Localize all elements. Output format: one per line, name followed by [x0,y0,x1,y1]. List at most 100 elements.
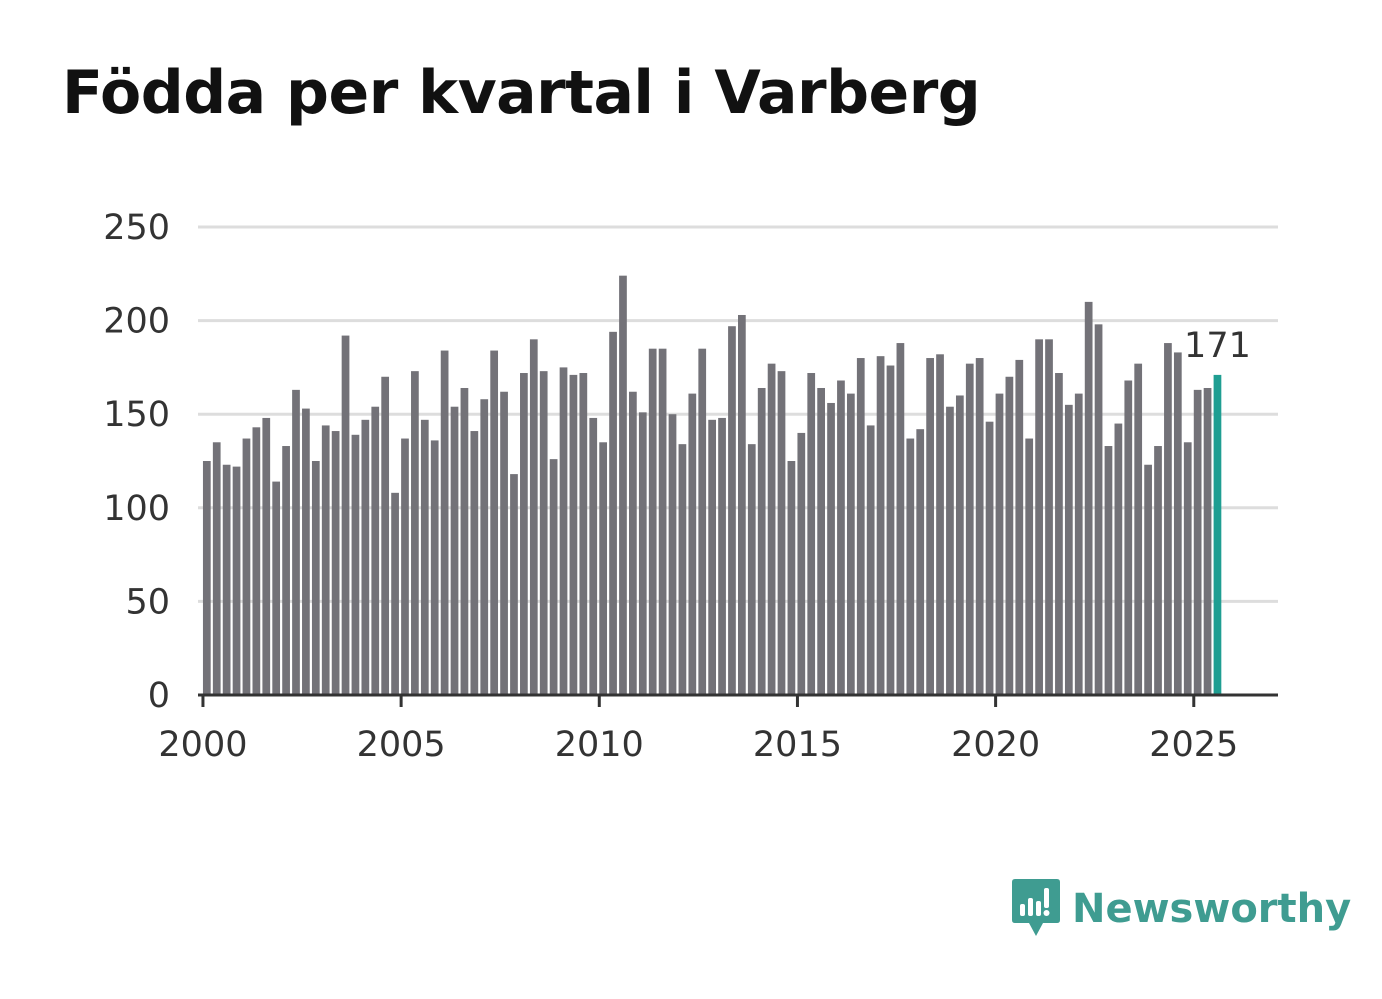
bar [1025,438,1034,695]
bar [1035,339,1043,695]
bar [916,429,925,695]
bar [272,481,281,695]
bar [946,406,954,695]
bar [1183,442,1192,695]
bar [430,440,439,695]
bar [470,431,479,695]
bar [807,373,816,695]
bar [668,414,677,695]
bar [539,371,548,695]
bar [1045,339,1053,695]
x-tick-label-2020: 2020 [951,725,1040,765]
bar [767,363,776,695]
bar [638,412,647,695]
bar [302,408,310,695]
bar [411,371,419,695]
bar [242,438,251,695]
bar [520,373,528,695]
newsworthy-logo-icon [1012,879,1060,936]
bar [589,417,598,695]
y-axis-ticks: 0 50 100 150 200 250 [103,208,170,716]
bar [292,389,300,695]
last-value-label: 171 [1184,326,1251,366]
bar [222,464,231,695]
bar [1084,301,1093,695]
bar [827,402,835,695]
bar [629,391,637,695]
bar [371,406,380,695]
bar [728,326,736,695]
bar [1094,324,1103,695]
bar-latest [1213,374,1222,695]
bar [1164,343,1172,695]
bar [1074,393,1083,695]
newsworthy-logo: Newsworthy [1010,878,1351,940]
bar [381,376,390,695]
bar [965,363,974,695]
bar [777,371,786,695]
bar [450,406,459,695]
y-tick-label-50: 50 [125,582,170,622]
bar [1144,464,1152,695]
bar [262,417,271,695]
y-tick-label-250: 250 [103,208,170,248]
bar [975,358,984,695]
bar [955,395,964,695]
bar [510,474,518,695]
x-tick-label-2005: 2005 [357,725,446,765]
bar [549,459,558,695]
bar [500,391,508,695]
bar [321,425,330,695]
bar [1154,446,1162,695]
bar [678,444,687,695]
bar [599,442,608,695]
bar [1055,373,1063,695]
bar [361,419,370,695]
bar [480,399,489,695]
bar [926,358,934,695]
x-axis-ticks: 2000 2005 2010 2015 2020 2025 [158,695,1238,765]
bar [837,380,845,695]
bar [202,461,211,695]
x-tick-label-2015: 2015 [753,725,842,765]
bar [391,492,399,695]
bar [559,367,568,695]
bar [985,421,994,695]
bar [708,419,717,695]
newsworthy-logo-text: Newsworthy [1072,886,1352,932]
bar [797,432,806,695]
bar [906,438,915,695]
bar [856,358,865,695]
bar [232,466,241,695]
bar [569,374,578,695]
y-tick-label-0: 0 [148,676,170,716]
x-tick-label-2010: 2010 [555,725,644,765]
bar [282,446,290,695]
bar [698,348,707,695]
bar [1064,404,1073,695]
bar [1193,389,1202,695]
bar [331,431,340,695]
bar [817,387,825,695]
bar [351,434,360,695]
bar [787,461,796,695]
bar [212,442,221,695]
bar [1173,352,1182,695]
bar [401,438,409,695]
bar [1203,387,1212,695]
bar [648,348,657,695]
bar [896,343,905,695]
bar [529,339,538,695]
bar [936,354,944,695]
bar [1104,446,1113,695]
x-tick-label-2025: 2025 [1149,725,1238,765]
bar [252,427,261,695]
bar [1015,359,1024,695]
bar [619,275,627,695]
bar [688,393,697,695]
bar [609,331,617,695]
y-tick-label-100: 100 [103,489,170,529]
chart-title: Födda per kvartal i Varberg [62,58,981,128]
bar [341,335,350,695]
